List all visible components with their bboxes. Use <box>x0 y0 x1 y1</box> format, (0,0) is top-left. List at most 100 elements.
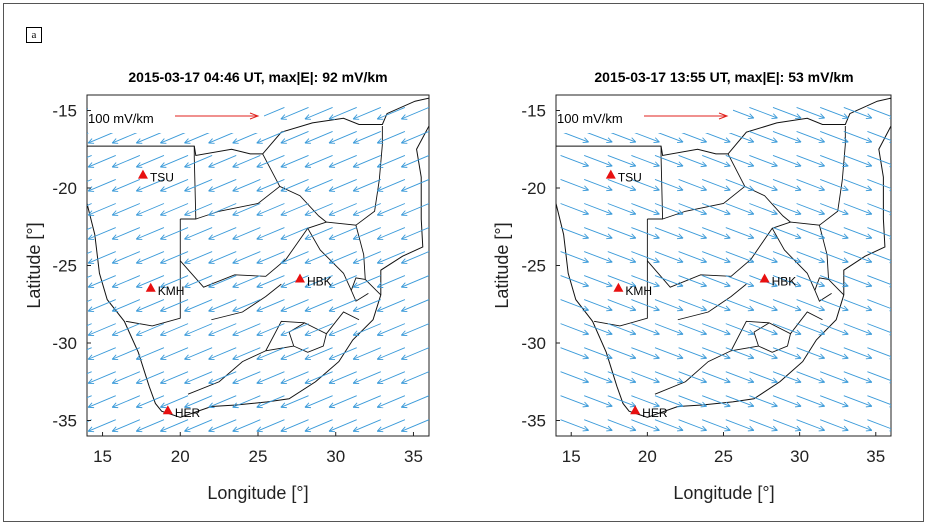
field-vector <box>328 323 357 336</box>
field-vector <box>232 275 261 288</box>
field-vector-head <box>328 402 334 408</box>
field-vector-head <box>865 429 872 432</box>
y-axis-label: Latitude [°] <box>492 222 512 308</box>
field-vector <box>87 347 116 360</box>
field-vector-head <box>796 401 802 407</box>
field-vector <box>401 419 429 432</box>
field-vector-head <box>724 381 731 384</box>
field-vector-head <box>842 381 849 384</box>
field-vector-head <box>771 333 778 336</box>
field-vector <box>702 203 731 215</box>
field-vector-head <box>913 214 919 215</box>
field-vector <box>725 371 754 383</box>
field-vector-head <box>280 234 286 240</box>
field-vector-head <box>889 334 891 336</box>
field-vector <box>184 203 213 216</box>
field-vector-head <box>677 381 684 384</box>
field-vector <box>328 227 357 240</box>
field-vector-head <box>913 166 919 167</box>
field-vector-head <box>913 286 919 287</box>
figure-frame <box>3 3 924 522</box>
field-vector-head <box>582 141 589 144</box>
field-vector <box>796 227 825 239</box>
field-vector-head <box>606 454 612 455</box>
field-vector-head <box>584 377 589 383</box>
field-vector <box>87 251 116 264</box>
field-vector-head <box>304 138 310 144</box>
field-vector-head <box>820 281 825 287</box>
y-axis-label: Latitude [°] <box>24 222 44 308</box>
field-vector-head <box>653 309 660 312</box>
field-vector <box>208 371 237 384</box>
field-vector-head <box>678 353 684 359</box>
field-vector <box>843 251 872 263</box>
field-vector <box>352 323 381 336</box>
field-vector-head <box>796 353 802 359</box>
field-vector <box>87 131 116 144</box>
field-vector-head <box>64 403 68 407</box>
field-vector <box>820 299 849 311</box>
field-vector <box>208 227 237 240</box>
field-vector-head <box>87 258 93 264</box>
field-vector <box>401 395 429 408</box>
field-vector-head <box>401 282 406 288</box>
field-vector-head <box>352 162 358 168</box>
field-vector-head <box>772 161 778 167</box>
field-vector-head <box>678 281 684 287</box>
field-vector-head <box>256 330 262 336</box>
field-vector-head <box>867 353 873 359</box>
field-vector <box>631 203 660 215</box>
field-vector-head <box>700 309 707 312</box>
field-vector-head <box>700 165 707 168</box>
field-vector-head <box>796 377 802 383</box>
field-vector-head <box>630 454 636 455</box>
field-vector <box>377 299 406 312</box>
field-vector <box>867 299 891 310</box>
field-vector-head <box>843 233 849 239</box>
field-vector-head <box>64 355 68 359</box>
field-vector-head <box>818 405 825 408</box>
map-layer <box>556 97 919 455</box>
field-vector <box>867 131 891 141</box>
field-vector-head <box>913 358 919 359</box>
y-tick-label: -25 <box>52 257 77 276</box>
field-vector-head <box>842 333 849 336</box>
field-vector-head <box>821 450 825 454</box>
field-vector-head <box>304 306 310 312</box>
field-vector-head <box>401 330 406 336</box>
field-vector-head <box>87 378 93 384</box>
field-vector <box>160 347 189 360</box>
field-vector-head <box>702 305 707 311</box>
field-vector <box>184 371 213 384</box>
field-vector <box>208 299 237 312</box>
field-vector-head <box>208 234 213 240</box>
field-vector-head <box>88 451 92 455</box>
field-vector <box>560 299 589 311</box>
x-tick-label: 25 <box>249 447 268 466</box>
field-vector-head <box>232 162 237 168</box>
field-vector <box>256 179 285 192</box>
field-vector <box>280 155 309 168</box>
field-vector-head <box>913 310 919 311</box>
field-vector-head <box>772 329 778 335</box>
field-vector-head <box>654 425 660 431</box>
field-vector-head <box>818 117 825 120</box>
country-border <box>265 320 305 351</box>
field-vector-head <box>401 354 406 360</box>
field-vector-head <box>653 213 660 216</box>
field-vector-head <box>700 357 707 360</box>
station-marker <box>294 273 305 283</box>
field-vector <box>890 203 891 204</box>
x-tick-label: 25 <box>714 447 733 466</box>
field-vector-head <box>867 161 873 167</box>
field-vector-head <box>771 165 778 168</box>
field-vector-head <box>795 117 802 120</box>
field-vector <box>256 251 285 264</box>
field-vector-head <box>747 405 754 408</box>
field-vector-head <box>677 454 683 455</box>
field-vector-head <box>700 261 707 264</box>
field-vector-head <box>256 258 262 264</box>
field-vector-head <box>629 213 636 216</box>
chart-title: 2015-03-17 04:46 UT, max|E|: 92 mV/km <box>128 69 387 85</box>
